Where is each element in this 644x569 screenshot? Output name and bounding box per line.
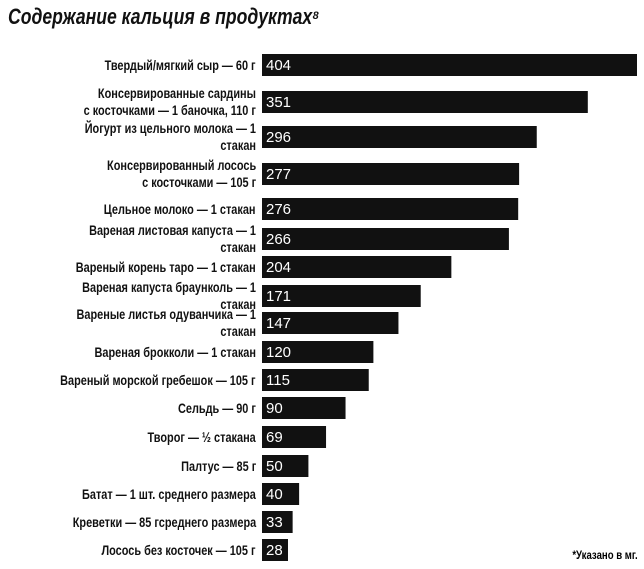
bar (262, 426, 327, 448)
value-label: 50 (266, 458, 283, 475)
category-label: Вареная капуста браунколь — 1 стакан (82, 279, 256, 312)
value-label: 277 (266, 166, 291, 183)
value-label: 115 (266, 372, 290, 389)
bar (262, 455, 309, 477)
value-label: 120 (266, 344, 291, 361)
value-label: 147 (266, 315, 291, 332)
bar (262, 285, 421, 307)
bar (262, 228, 509, 250)
value-label: 28 (266, 542, 283, 559)
category-label: Йогурт из цельного молока — 1 стакан (84, 120, 256, 153)
category-label: Вареная брокколи — 1 стакан (94, 343, 256, 360)
bar (262, 126, 537, 148)
bar (262, 341, 374, 363)
value-label: 404 (266, 57, 291, 74)
bar (262, 163, 520, 185)
category-label: Батат — 1 шт. среднего размера (82, 485, 256, 502)
bar (262, 198, 519, 220)
category-label: Креветки — 85 гсреднего размера (72, 513, 256, 530)
bar (262, 256, 452, 278)
category-label: Лосось без косточек — 105 г (101, 541, 256, 558)
value-label: 33 (266, 514, 283, 531)
category-label: Сельдь — 90 г (178, 399, 256, 416)
value-label: 40 (266, 486, 283, 503)
bar (262, 91, 588, 113)
value-label: 69 (266, 429, 283, 446)
value-label: 90 (266, 400, 283, 417)
category-label: Консервированный лосось с косточками — 1… (106, 157, 256, 190)
bar (262, 511, 293, 533)
category-label: Вареный корень таро — 1 стакан (76, 258, 256, 275)
value-label: 204 (266, 259, 291, 276)
value-label: 276 (266, 201, 291, 218)
bar (262, 483, 300, 505)
category-label: Творог — ½ стакана (147, 428, 256, 445)
category-label: Вареные листья одуванчика — 1 стакан (76, 306, 256, 339)
value-label: 351 (266, 94, 291, 111)
bar (262, 397, 346, 419)
footnote: *Указано в мг. (572, 548, 638, 562)
category-label: Вареный морской гребешок — 105 г (60, 371, 256, 388)
value-label: 171 (266, 288, 291, 305)
category-label: Твердый/мягкий сыр — 60 г (104, 56, 256, 73)
category-label: Вареная листовая капуста — 1 стакан (89, 222, 256, 255)
chart-title: Содержание кальция в продуктах⁸ (8, 4, 320, 29)
bar (262, 312, 399, 334)
category-label: Палтус — 85 г (180, 457, 256, 474)
bar (262, 369, 369, 391)
bar (262, 539, 288, 561)
category-label: Консервированные сардины с косточками — … (83, 85, 256, 118)
category-label: Цельное молоко — 1 стакан (104, 200, 256, 217)
bar (262, 54, 637, 76)
value-label: 266 (266, 231, 291, 248)
value-label: 296 (266, 129, 291, 146)
